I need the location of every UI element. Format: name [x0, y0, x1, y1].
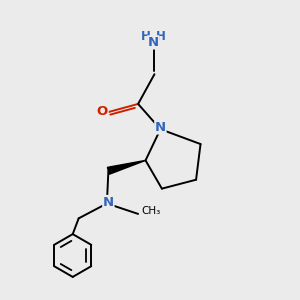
Text: N: N — [155, 121, 166, 134]
Text: N: N — [103, 196, 114, 208]
Text: CH₃: CH₃ — [142, 206, 161, 216]
Text: N: N — [148, 36, 159, 49]
Text: O: O — [97, 105, 108, 118]
Polygon shape — [107, 160, 146, 174]
Text: H: H — [156, 30, 166, 43]
Text: H: H — [141, 30, 151, 43]
